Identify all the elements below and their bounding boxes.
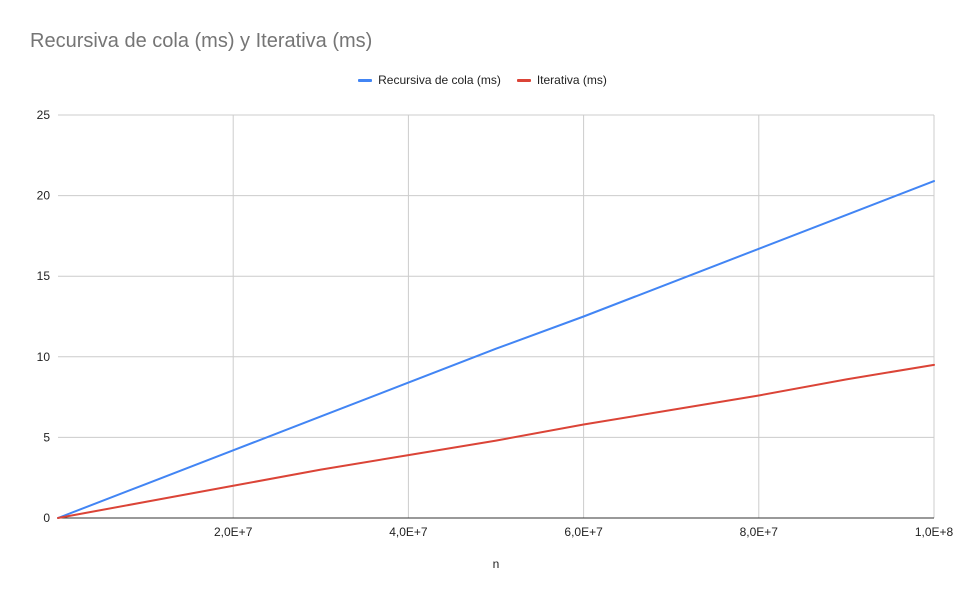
legend-swatch-recursiva <box>358 78 373 82</box>
x-tick-label-4: 1,0E+8 <box>915 525 954 539</box>
x-tick-label-3: 8,0E+7 <box>740 525 779 539</box>
legend-label-iterativa: Iterativa (ms) <box>536 73 607 87</box>
legend-item-recursiva[interactable]: Recursiva de cola (ms) <box>358 73 501 87</box>
chart-title: Recursiva de cola (ms) y Iterativa (ms) <box>30 30 373 52</box>
series-line-0[interactable] <box>57 180 935 519</box>
y-tick-label-0: 0 <box>43 511 50 525</box>
y-tick-label-2: 10 <box>37 350 51 364</box>
y-tick-label-5: 25 <box>37 108 51 122</box>
legend-label-recursiva: Recursiva de cola (ms) <box>378 73 501 87</box>
legend-item-iterativa[interactable]: Iterativa (ms) <box>516 73 607 87</box>
legend-swatch-iterativa <box>516 78 531 82</box>
x-tick-label-0: 2,0E+7 <box>214 525 253 539</box>
x-axis-label: n <box>493 557 500 571</box>
y-tick-label-1: 5 <box>43 430 50 444</box>
x-tick-label-2: 6,0E+7 <box>564 525 603 539</box>
y-tick-label-4: 20 <box>37 189 51 203</box>
series-line-1[interactable] <box>57 363 935 519</box>
chart-legend: Recursiva de cola (ms) Iterativa (ms) <box>0 73 965 87</box>
x-tick-label-1: 4,0E+7 <box>389 525 428 539</box>
y-tick-label-3: 15 <box>37 269 51 283</box>
